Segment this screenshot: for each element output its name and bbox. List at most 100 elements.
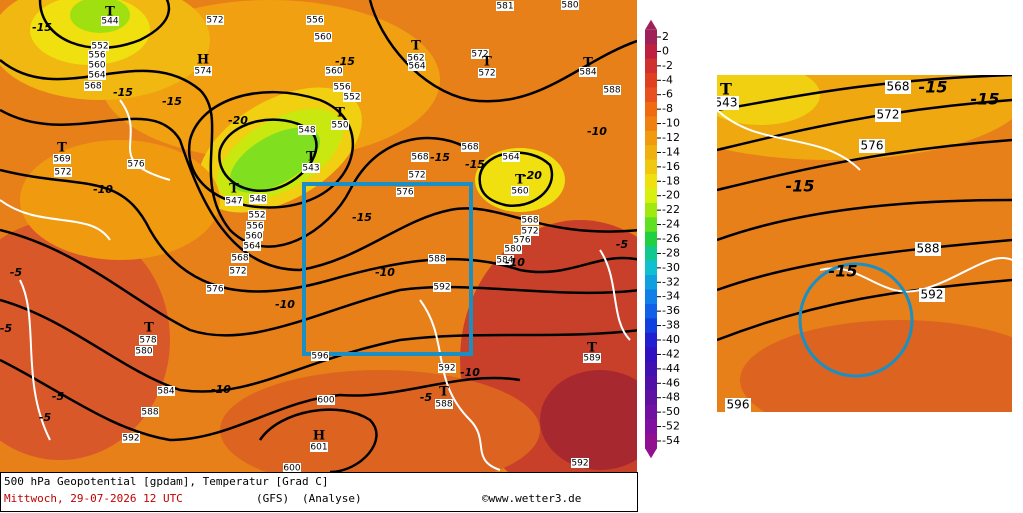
scale-segment: [645, 145, 657, 161]
height-label: 560: [314, 33, 331, 43]
scale-label: -20: [662, 189, 680, 202]
height-label: 550: [331, 121, 348, 131]
height-label: 547: [225, 197, 242, 207]
label-box: [248, 210, 266, 220]
isotherm-label: -15: [162, 95, 182, 108]
label-box: [225, 196, 243, 206]
label-box: [438, 363, 456, 373]
isotherm-label: -15: [919, 78, 948, 97]
label-box: [408, 61, 426, 71]
scale-label: -52: [662, 420, 680, 433]
scale-segment: [645, 58, 657, 74]
height-label: 568: [887, 80, 910, 94]
pressure-center: T: [720, 80, 732, 99]
scale-label: 2: [662, 30, 669, 43]
label-box: [310, 442, 328, 452]
label-box: [521, 226, 539, 236]
scale-segment: [645, 433, 657, 449]
pressure-center: T: [482, 55, 492, 70]
label-box: [88, 70, 106, 80]
label-box: [521, 215, 539, 225]
scale-label: -38: [662, 319, 680, 332]
label-box: [127, 159, 145, 169]
pressure-center: T: [587, 341, 597, 356]
label-box: [583, 353, 601, 363]
height-label: 572: [877, 108, 900, 122]
label-box: [243, 241, 261, 251]
label-box: [915, 242, 941, 256]
height-label: 564: [502, 153, 519, 163]
height-label: 601: [310, 443, 327, 453]
scale-label: -54: [662, 434, 680, 447]
isotherm-label: -15: [971, 90, 1000, 109]
label-box: [245, 231, 263, 241]
height-label: 592: [571, 459, 588, 469]
label-box: [435, 399, 453, 409]
height-label: 584: [579, 68, 596, 78]
label-box: [194, 66, 212, 76]
height-label: 576: [206, 285, 223, 295]
scale-label: -8: [662, 102, 673, 115]
scale-label: -4: [662, 73, 673, 86]
height-label: 588: [428, 255, 445, 265]
pressure-center: T: [144, 321, 154, 336]
scale-label: -26: [662, 232, 680, 245]
isotherm-label: -15: [335, 55, 355, 68]
pressure-center: H: [313, 429, 325, 444]
label-box: [875, 108, 901, 122]
height-label: 564: [243, 242, 260, 252]
height-label: 568: [411, 153, 428, 163]
isotherm-label: -5: [420, 391, 433, 404]
scale-label: -18: [662, 174, 680, 187]
isotherm-label: -15: [465, 158, 485, 171]
isotherm-label: -5: [52, 390, 65, 403]
scale-cap-top: [645, 19, 657, 30]
height-label: 556: [88, 51, 105, 61]
scale-label: -46: [662, 376, 680, 389]
isotherm-label: -20: [228, 114, 248, 127]
height-label: 552: [343, 93, 360, 103]
scale-segment: [645, 289, 657, 305]
height-label: 568: [84, 82, 101, 92]
pressure-center: T: [229, 182, 239, 197]
height-label: 576: [396, 188, 413, 198]
height-label: 562: [407, 54, 424, 64]
footer-run: (Analyse): [302, 492, 362, 505]
scale-segment: [645, 101, 657, 117]
label-box: [717, 96, 739, 110]
pressure-center: T: [411, 39, 421, 54]
scale-label: -6: [662, 88, 673, 101]
height-label: 580: [561, 1, 578, 11]
label-box: [88, 50, 106, 60]
scale-label: -14: [662, 145, 680, 158]
label-box: [249, 194, 267, 204]
label-box: [331, 120, 349, 130]
scale-label: -40: [662, 333, 680, 346]
height-label: 572: [54, 168, 71, 178]
scale-segment: [645, 87, 657, 103]
scale-label: -10: [662, 117, 680, 130]
scale-label: -22: [662, 203, 680, 216]
height-label: 572: [471, 50, 488, 60]
color-scale: 20 -2-4 -6-8 -10-12-14 -16-18 -20-22 -24-26-28…: [645, 19, 680, 459]
label-box: [283, 463, 301, 472]
pressure-center: T: [105, 5, 115, 20]
label-box: [496, 255, 514, 265]
height-label: 560: [325, 67, 342, 77]
scale-segment: [645, 303, 657, 319]
scale-label: -44: [662, 362, 680, 375]
pressure-center: T: [439, 385, 449, 400]
label-box: [206, 15, 224, 25]
isotherm-label: -10: [587, 125, 607, 138]
scale-segment: [645, 217, 657, 233]
label-box: [513, 235, 531, 245]
label-box: [101, 16, 119, 26]
pressure-center: T: [306, 150, 316, 165]
height-label: 556: [246, 222, 263, 232]
scale-segment: [645, 188, 657, 204]
height-label: 568: [231, 254, 248, 264]
isotherm-label: -10: [460, 366, 480, 379]
isotherm-label: -15: [352, 211, 372, 224]
